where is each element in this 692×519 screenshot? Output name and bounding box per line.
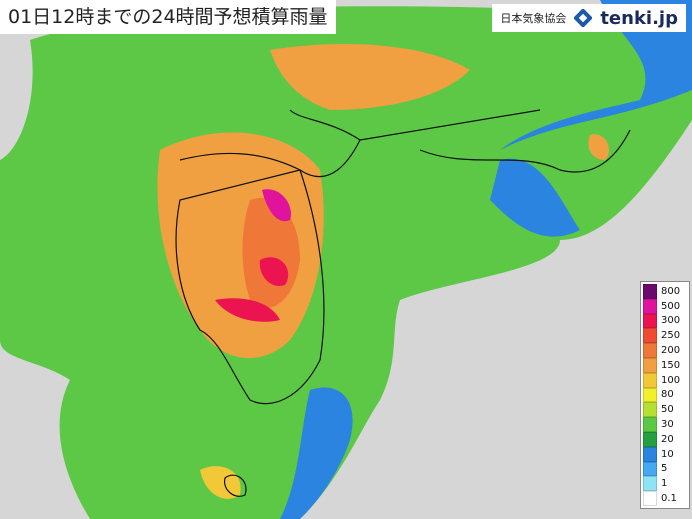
legend-swatch <box>643 313 657 329</box>
rain-area-blue <box>490 158 580 237</box>
logo: 日本気象協会 tenki.jp <box>492 4 686 32</box>
legend-swatch <box>643 446 657 462</box>
rain-area-orange <box>270 44 470 110</box>
legend-swatch <box>643 284 657 299</box>
legend-swatch <box>643 476 657 492</box>
legend-swatch <box>643 417 657 432</box>
legend-row: 20 <box>641 431 689 447</box>
rain-area-red <box>259 257 289 286</box>
legend-label: 250 <box>661 330 681 342</box>
rain-area-orange <box>157 132 324 359</box>
legend-row: 0.1 <box>641 491 689 506</box>
legend-label: 150 <box>661 359 681 371</box>
coastline <box>175 109 361 405</box>
legend-label: 1 <box>661 478 668 490</box>
legend-label: 80 <box>661 389 674 401</box>
legend-swatch <box>643 387 657 403</box>
legend-label: 200 <box>661 345 681 357</box>
coastlines <box>175 109 631 497</box>
legend-swatch <box>643 343 657 358</box>
rain-area-yellow <box>200 466 241 499</box>
legend-row: 250 <box>641 328 689 344</box>
legend-row: 800 <box>641 284 689 299</box>
coastline <box>223 474 247 497</box>
legend-row: 30 <box>641 417 689 432</box>
legend-row: 200 <box>641 343 689 358</box>
brand: tenki.jp <box>600 7 678 29</box>
legend-swatch <box>643 461 657 477</box>
legend-row: 300 <box>641 313 689 329</box>
legend-swatch <box>643 431 657 447</box>
legend-swatch <box>643 298 657 314</box>
legend-row: 100 <box>641 372 689 388</box>
legend-label: 300 <box>661 315 681 327</box>
organization: 日本気象協会 <box>500 12 567 25</box>
legend-label: 5 <box>661 463 668 475</box>
legend-row: 500 <box>641 298 689 314</box>
legend-swatch <box>643 357 657 373</box>
rain-area-orange <box>588 134 610 160</box>
legend-label: 500 <box>661 300 681 312</box>
legend: 800 500 300 250 200 150 100 80 50 30 20 10 5 1 0.1 <box>640 281 690 509</box>
coastline <box>359 109 631 173</box>
legend-swatch <box>643 491 657 506</box>
brand-icon <box>574 9 593 27</box>
legend-label: 800 <box>661 285 681 297</box>
legend-label: 30 <box>661 419 674 431</box>
legend-label: 0.1 <box>661 493 677 505</box>
legend-row: 5 <box>641 461 689 477</box>
legend-swatch <box>643 402 657 418</box>
rain-area-red <box>215 298 280 322</box>
legend-row: 1 <box>641 476 689 492</box>
legend-row: 150 <box>641 357 689 373</box>
rain-area-magenta <box>262 189 291 222</box>
legend-swatch <box>643 328 657 344</box>
legend-row: 50 <box>641 402 689 418</box>
legend-swatch <box>643 372 657 388</box>
legend-label: 100 <box>661 374 681 386</box>
legend-label: 20 <box>661 433 674 445</box>
legend-row: 80 <box>641 387 689 403</box>
rain-area-blue <box>280 387 353 519</box>
legend-label: 10 <box>661 448 674 460</box>
legend-row: 10 <box>641 446 689 462</box>
legend-label: 50 <box>661 404 674 416</box>
rain-area-blue <box>500 0 692 150</box>
title: 01日12時までの24時間予想積算雨量 <box>0 0 336 34</box>
